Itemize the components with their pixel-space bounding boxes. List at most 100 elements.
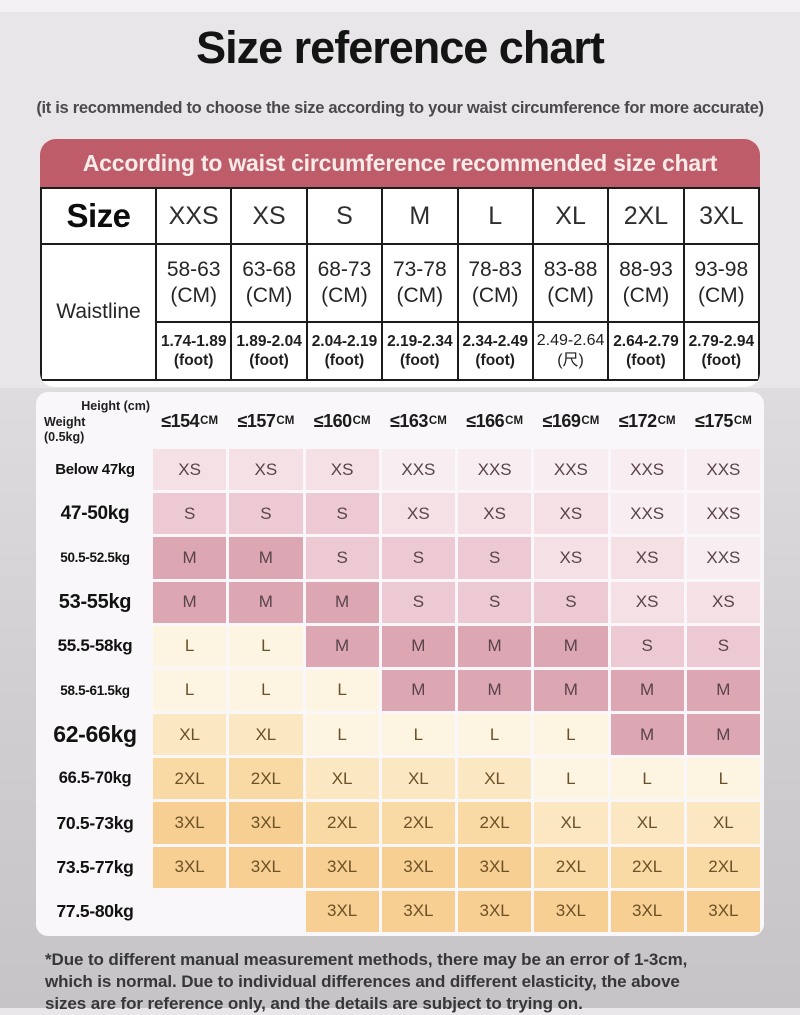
size-cell: L bbox=[534, 758, 608, 800]
size-cell: S bbox=[381, 581, 455, 623]
waist-cm-cell: 63-68 (CM) bbox=[230, 243, 308, 323]
size-cell: M bbox=[229, 581, 303, 623]
size-cell: L bbox=[534, 714, 608, 756]
waist-size-card: According to waist circumference recomme… bbox=[40, 139, 760, 387]
weight-row-label: 47-50kg bbox=[60, 502, 130, 524]
size-cell: XXS bbox=[458, 449, 532, 491]
size-cell: S bbox=[305, 493, 379, 535]
size-column-header: M bbox=[381, 187, 459, 245]
size-column-header: L bbox=[456, 187, 534, 245]
waist-cm-cell: 83-88 (CM) bbox=[531, 243, 610, 323]
size-cell: 2XL bbox=[458, 802, 532, 844]
size-cell: XS bbox=[458, 493, 532, 535]
size-cell: S bbox=[534, 581, 608, 623]
waistline-label: Waistline bbox=[40, 243, 157, 381]
size-cell: XXS bbox=[381, 449, 455, 491]
waist-table-wrap: Size XXS XS S M L XL 2XL 3XL Waistline 58-63 (CM… bbox=[40, 187, 760, 387]
waist-foot-cell: 1.74-1.89 (foot) bbox=[154, 321, 233, 381]
waist-cm-cell: 93-98 (CM) bbox=[682, 243, 760, 323]
size-cell: 2XL bbox=[153, 758, 227, 800]
size-column-header: 2XL bbox=[607, 187, 685, 245]
waist-foot-cell: 2.64-2.79 (foot) bbox=[607, 321, 685, 381]
size-cell: 3XL bbox=[153, 802, 227, 844]
page-subtitle: (it is recommended to choose the size ac… bbox=[36, 99, 764, 117]
size-cell: M bbox=[381, 625, 455, 667]
waist-card-banner: According to waist circumference recomme… bbox=[40, 139, 760, 187]
size-cell: XS bbox=[305, 449, 379, 491]
size-cell: M bbox=[534, 669, 608, 712]
size-cell: 2XL bbox=[305, 802, 379, 844]
size-cell: S bbox=[381, 537, 455, 579]
footnote: *Due to different manual measurement met… bbox=[45, 949, 761, 1015]
height-axis-label: Height (cm) bbox=[81, 399, 150, 413]
waist-foot-cell: 2.49-2.64 (尺) bbox=[531, 321, 610, 381]
size-cell: XL bbox=[534, 802, 608, 844]
size-cell: XL bbox=[381, 758, 455, 800]
size-cell: 3XL bbox=[458, 890, 532, 932]
size-cell: XS bbox=[534, 537, 608, 579]
size-cell: XXS bbox=[534, 449, 608, 491]
waist-cm-cell: 73-78 (CM) bbox=[381, 243, 459, 323]
size-cell: M bbox=[610, 714, 684, 756]
height-column-header: ≤163 CM bbox=[389, 410, 447, 431]
page-title: Size reference chart bbox=[196, 22, 605, 73]
size-cell: M bbox=[610, 669, 684, 712]
size-cell: L bbox=[610, 758, 684, 800]
size-cell: XL bbox=[153, 714, 227, 756]
height-column-header: ≤166 CM bbox=[466, 410, 524, 431]
weight-row-label: 70.5-73kg bbox=[56, 812, 134, 833]
size-cell: S bbox=[610, 625, 684, 667]
size-cell: M bbox=[305, 625, 379, 667]
size-cell: XXS bbox=[686, 449, 760, 491]
size-cell: M bbox=[153, 537, 227, 579]
size-cell: XL bbox=[610, 802, 684, 844]
size-cell: 3XL bbox=[458, 846, 532, 888]
size-cell: S bbox=[229, 493, 303, 535]
waist-cm-row: Waistline 58-63 (CM) 63-68 (CM) 68-73 (CM) 73-… bbox=[40, 243, 760, 381]
size-cell: S bbox=[686, 625, 760, 667]
weight-row-label: 66.5-70kg bbox=[58, 769, 132, 788]
size-cell: XL bbox=[458, 758, 532, 800]
height-weight-section: Height (cm) Weight (0.5kg) ≤154 CM ≤157 CM ≤… bbox=[0, 388, 800, 1013]
size-cell: M bbox=[534, 625, 608, 667]
size-cell: M bbox=[458, 625, 532, 667]
size-cell: XXS bbox=[686, 537, 760, 579]
waist-foot-cell: 2.04-2.19 (foot) bbox=[305, 321, 384, 381]
size-cell: XS bbox=[229, 449, 303, 491]
size-cell: XXS bbox=[686, 493, 760, 535]
size-cell: M bbox=[458, 669, 532, 712]
size-cell: L bbox=[229, 625, 303, 667]
weight-row-label: 73.5-77kg bbox=[56, 856, 134, 877]
size-cell: L bbox=[153, 669, 227, 712]
size-column-header: XS bbox=[230, 187, 308, 245]
size-cell: S bbox=[458, 537, 532, 579]
weight-row-label: 55.5-58kg bbox=[57, 636, 133, 656]
size-cell: 3XL bbox=[229, 802, 303, 844]
size-cell: L bbox=[458, 714, 532, 756]
waist-foot-cell: 1.89-2.04 (foot) bbox=[230, 321, 308, 381]
size-cell: XL bbox=[305, 758, 379, 800]
waist-cm-cell: 68-73 (CM) bbox=[305, 243, 384, 323]
weight-row-label: 53-55kg bbox=[58, 590, 132, 613]
size-cell: XXS bbox=[610, 449, 684, 491]
size-cell: M bbox=[381, 669, 455, 712]
size-cell: XXS bbox=[610, 493, 684, 535]
weight-row-label: 58.5-61.5kg bbox=[60, 682, 130, 698]
size-cell: XS bbox=[381, 493, 455, 535]
top-strip bbox=[0, 0, 800, 12]
size-cell: 3XL bbox=[229, 846, 303, 888]
size-cell: 3XL bbox=[534, 890, 608, 932]
size-cell: 2XL bbox=[381, 802, 455, 844]
size-cell: XS bbox=[153, 449, 227, 491]
size-column-header: 3XL bbox=[682, 187, 760, 245]
height-column-header: ≤154 CM bbox=[161, 410, 219, 431]
height-column-header: ≤175 CM bbox=[694, 410, 752, 431]
weight-row-label: 50.5-52.5kg bbox=[60, 550, 130, 566]
size-column-header: S bbox=[305, 187, 384, 245]
size-cell: S bbox=[153, 493, 227, 535]
footnote-line: sizes are for reference only, and the de… bbox=[45, 994, 583, 1014]
size-cell: XS bbox=[610, 581, 684, 623]
size-cell-empty bbox=[229, 891, 302, 932]
size-cell: 2XL bbox=[610, 846, 684, 888]
footnote-line: which is normal. Due to individual diffe… bbox=[45, 972, 680, 992]
